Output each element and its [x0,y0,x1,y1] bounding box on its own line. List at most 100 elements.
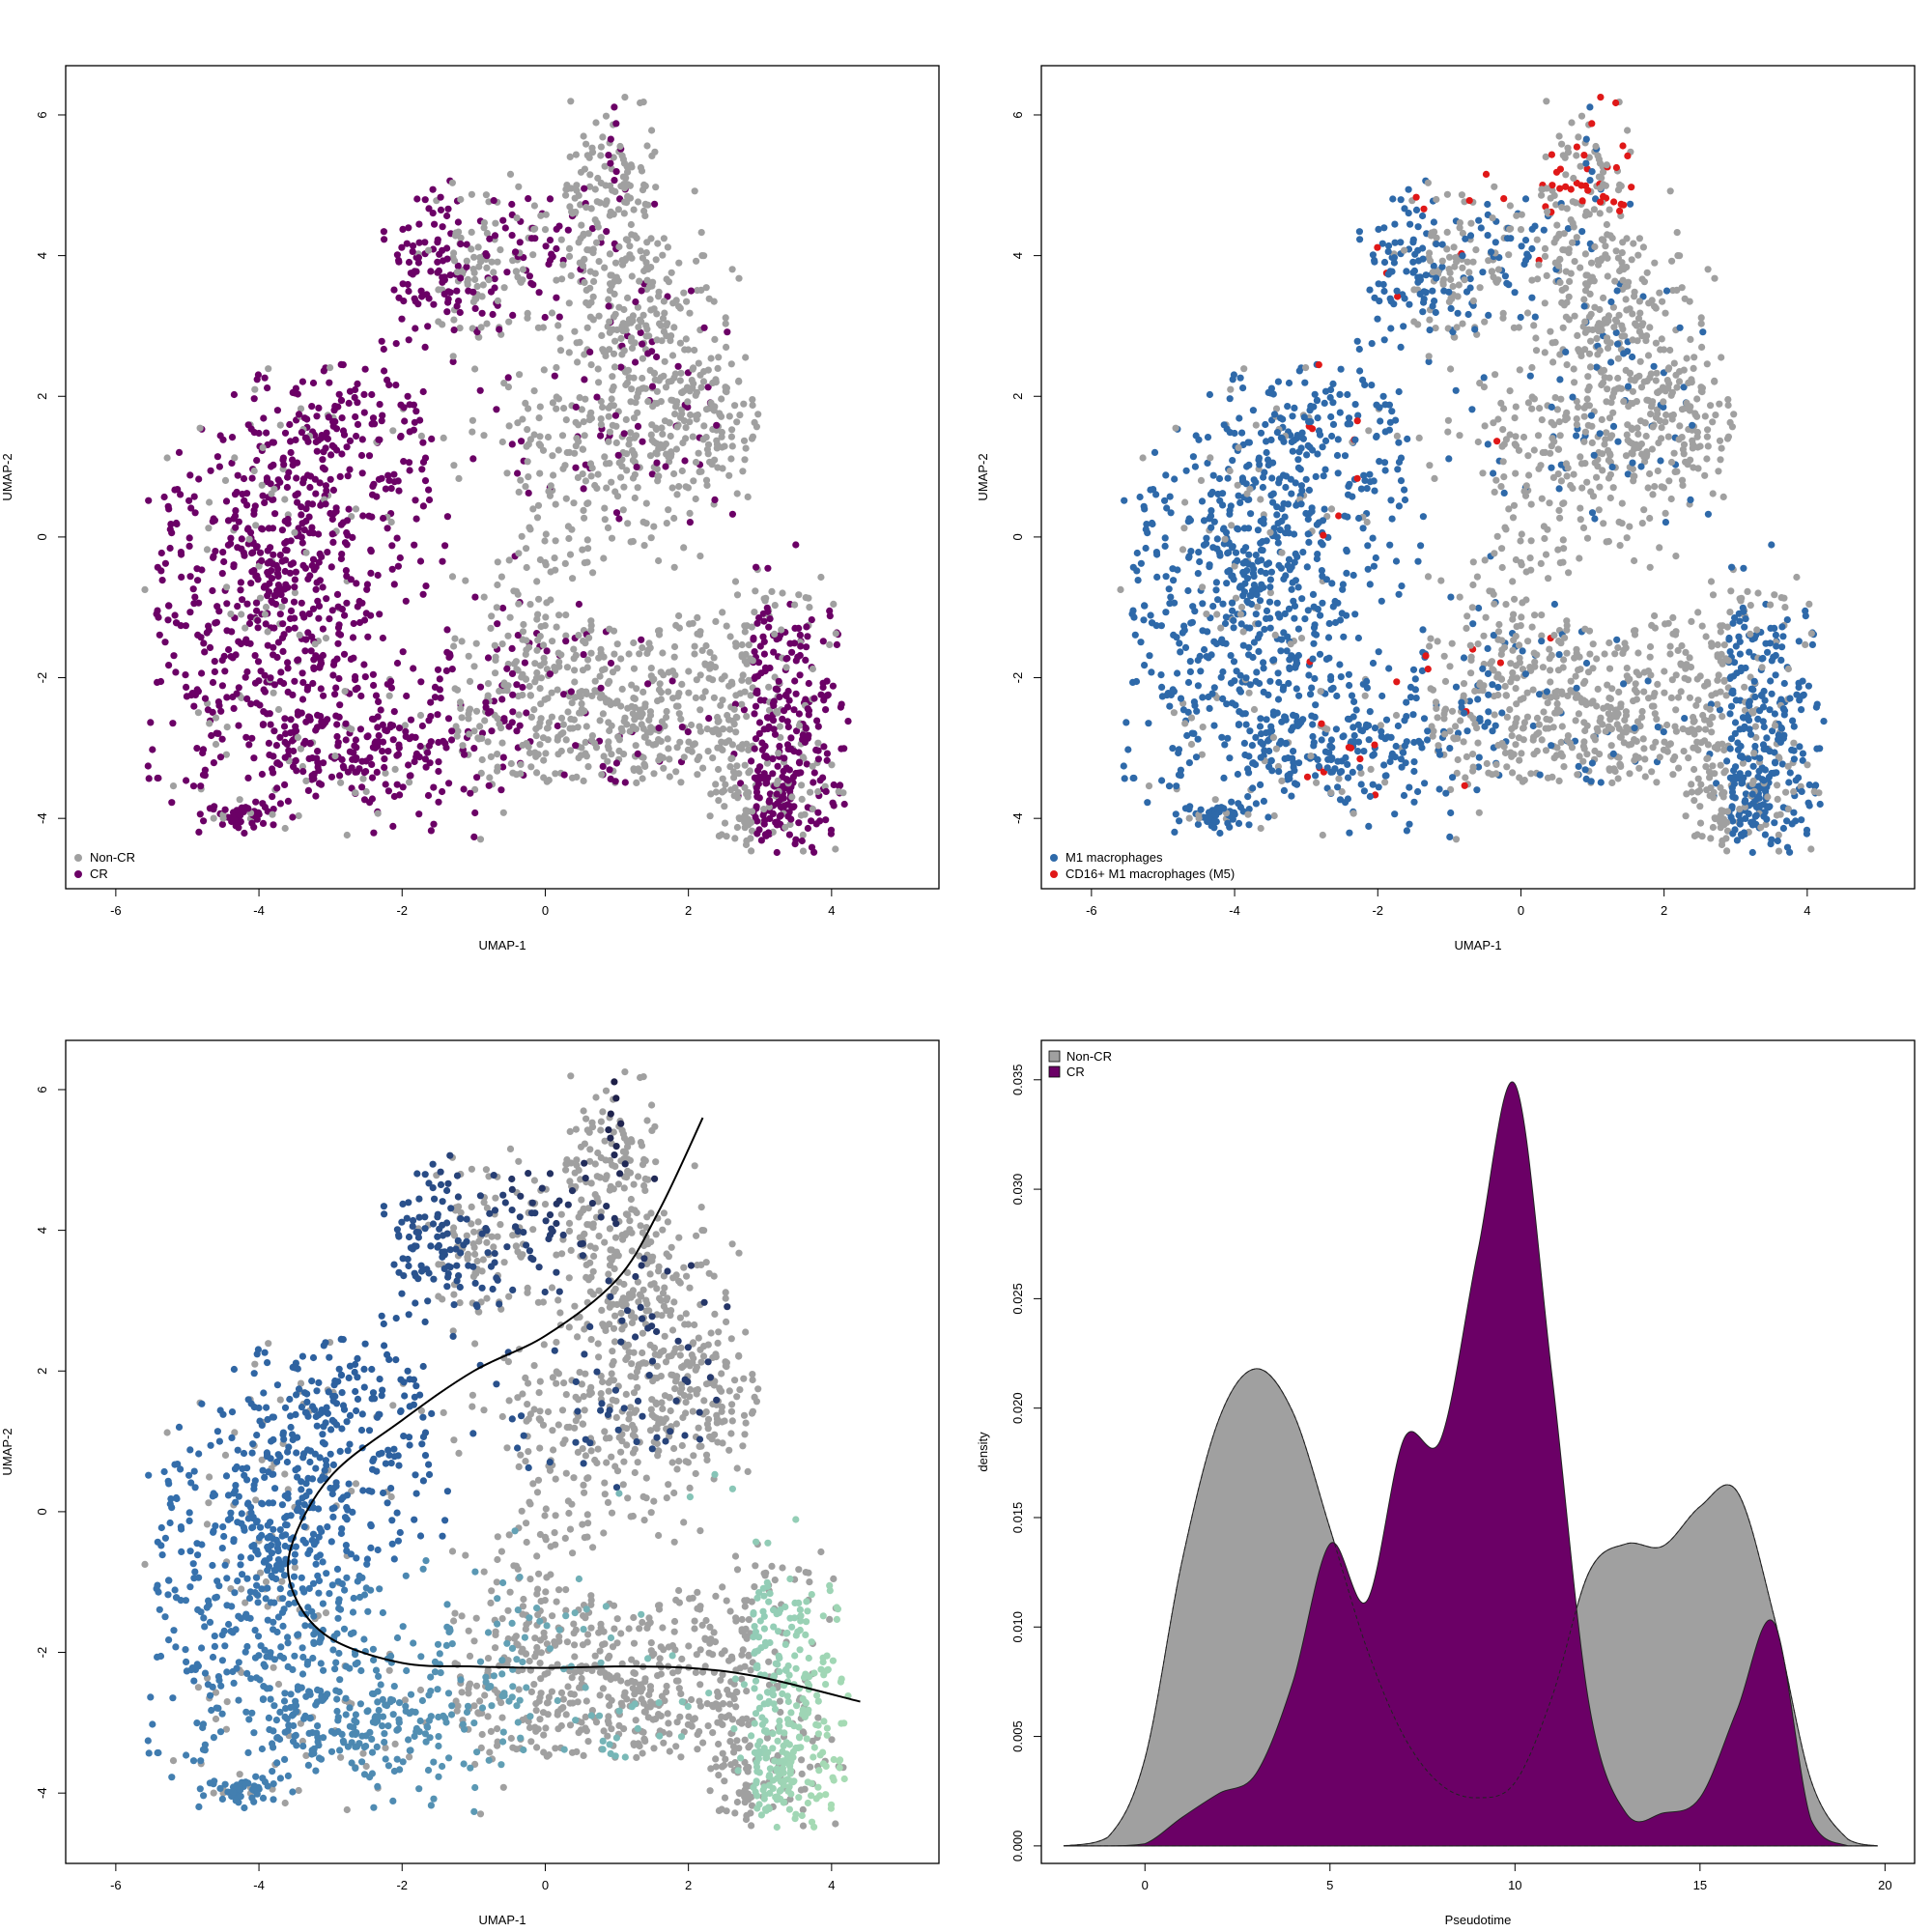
point-cr [450,327,458,334]
point-non-cr [585,154,593,161]
point-cr [195,599,203,607]
point-non-cr [633,779,640,787]
point-other [1203,611,1210,618]
point-non-cr [706,648,714,657]
point-cr [756,642,764,650]
point-m1 [1151,448,1159,456]
point-cr [805,731,812,739]
point-non-cr [742,354,750,361]
point-other [1444,416,1452,424]
point-cr [519,683,526,692]
point-m1 [1334,469,1342,477]
point-m1 [1232,549,1240,556]
point-non-cr [655,556,663,565]
point-non-cr [591,185,599,193]
point-other [1577,112,1586,120]
point-cr [239,596,246,604]
point-cr [410,665,417,672]
point-m1 [1239,384,1247,392]
point-non-cr [458,638,466,645]
point-non-cr [696,706,704,714]
point-m1 [1607,298,1615,306]
point-non-cr [608,534,616,542]
point-other [1660,746,1667,753]
point-cr [389,822,397,831]
point-non-cr [715,765,723,774]
point-non-cr [608,478,615,486]
point-non-cr [491,641,498,649]
point-non-cr [591,481,599,490]
point-non-cr [712,781,720,788]
point-cr [394,477,402,485]
point-cr [812,820,820,828]
point-non-cr [582,286,590,294]
point-cr [320,759,327,767]
point-cr [771,730,780,738]
point-non-cr [604,742,612,751]
point-m1 [1723,757,1731,765]
point-non-cr [567,98,575,105]
point-non-cr [469,428,476,436]
point-non-cr [647,665,655,672]
point-non-cr [634,303,642,311]
point-non-cr [601,453,609,461]
point-cr [393,659,402,668]
point-non-cr [643,239,651,246]
point-non-cr [619,320,627,327]
point-non-cr [826,640,834,649]
point-non-cr [600,554,608,562]
point-m1 [1309,732,1317,741]
point-cr [313,447,321,455]
point-non-cr [721,672,728,680]
point-non-cr [493,604,500,611]
point-non-cr [738,640,746,649]
point-non-cr [706,458,714,466]
point-non-cr [696,553,704,560]
point-cr [737,780,745,787]
point-other [1559,246,1567,254]
point-non-cr [490,269,497,276]
point-other [1632,680,1639,688]
point-non-cr [608,282,615,290]
point-cr [379,748,386,755]
point-non-cr [712,377,720,384]
point-non-cr [605,438,612,445]
point-cr [434,711,441,719]
point-non-cr [652,256,660,264]
point-m1 [1327,412,1335,421]
point-m1 [1264,813,1272,821]
point-m1 [1405,185,1412,193]
point-cr [431,220,439,228]
point-cr [382,485,389,493]
point-cr [508,644,516,653]
point-cr [808,616,815,624]
point-cr [204,706,212,714]
point-cr [372,692,381,699]
point-m1 [1449,774,1457,781]
point-cr [772,685,780,693]
point-non-cr [725,716,733,724]
point-non-cr [832,845,839,853]
point-cr [603,228,611,236]
point-cr [308,500,317,508]
point-non-cr [653,336,661,344]
point-non-cr [236,796,243,804]
point-m1 [1311,674,1319,683]
point-non-cr [563,664,572,671]
point-cr [223,627,231,635]
point-non-cr [672,702,681,710]
point-m1 [1216,497,1224,504]
point-cr [808,843,816,851]
point-cr [319,583,327,591]
point-cr [489,310,497,319]
point-non-cr [505,556,513,564]
point-cr [765,798,773,806]
point-m1 [1162,471,1170,479]
point-m1 [1324,634,1333,641]
point-non-cr [471,365,479,373]
point-cd16-m1 [1308,425,1317,433]
point-non-cr [606,250,614,258]
point-non-cr [492,656,499,665]
point-m1 [1740,564,1747,572]
point-other [1784,762,1792,770]
